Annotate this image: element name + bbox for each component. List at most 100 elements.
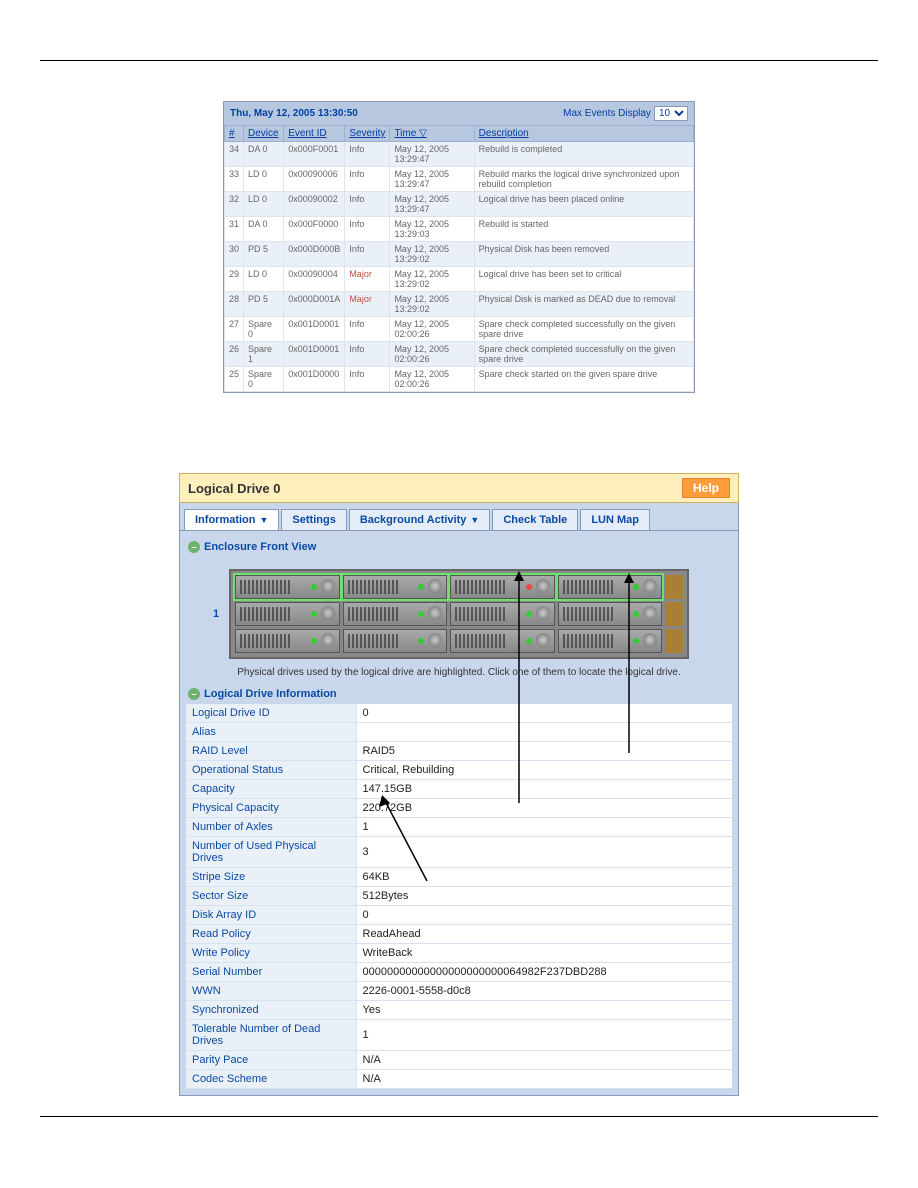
event-cell-eid: 0x001D0001 [284,317,345,342]
event-cell-dev: DA 0 [244,142,284,167]
info-value: 64KB [356,868,732,887]
drive-bay-4[interactable] [235,602,340,626]
tab-background-activity[interactable]: Background Activity ▼ [349,509,490,530]
events-col-eventid[interactable]: Event ID [284,126,345,142]
tab-lun-map-label: LUN Map [591,514,639,526]
event-cell-dev: PD 5 [244,242,284,267]
event-cell-t: May 12, 2005 02:00:26 [390,367,474,392]
info-key: Capacity [186,780,356,799]
event-cell-eid: 0x000F0000 [284,217,345,242]
info-row: Tolerable Number of Dead Drives1 [186,1020,732,1051]
drive-bay-3[interactable] [558,575,663,599]
event-cell-dev: Spare 0 [244,367,284,392]
event-cell-sev: Major [345,292,390,317]
event-cell-n: 31 [225,217,244,242]
top-divider [40,60,878,61]
event-cell-t: May 12, 2005 13:29:03 [390,217,474,242]
help-button[interactable]: Help [682,478,730,498]
event-row[interactable]: 25Spare 00x001D0000InfoMay 12, 2005 02:0… [225,367,694,392]
chassis-ear-bot [665,629,683,653]
info-key: WWN [186,982,356,1001]
info-value: 2226-0001-5558-d0c8 [356,982,732,1001]
info-value: RAID5 [356,742,732,761]
events-col-[interactable]: # [225,126,244,142]
event-cell-dev: DA 0 [244,217,284,242]
event-cell-n: 32 [225,192,244,217]
event-cell-desc: Rebuild is started [474,217,693,242]
info-key: Operational Status [186,761,356,780]
event-row[interactable]: 27Spare 00x001D0001InfoMay 12, 2005 02:0… [225,317,694,342]
drive-bay-5[interactable] [343,602,448,626]
event-row[interactable]: 30PD 50x000D000BInfoMay 12, 2005 13:29:0… [225,242,694,267]
events-col-device[interactable]: Device [244,126,284,142]
events-col-severity[interactable]: Severity [345,126,390,142]
drive-bay-9[interactable] [343,629,448,653]
drive-bay-10[interactable] [450,629,555,653]
event-row[interactable]: 34DA 00x000F0001InfoMay 12, 2005 13:29:4… [225,142,694,167]
info-row: Codec SchemeN/A [186,1070,732,1089]
info-key: Serial Number [186,963,356,982]
event-cell-n: 29 [225,267,244,292]
drive-bay-0[interactable] [235,575,340,599]
event-row[interactable]: 26Spare 10x001D0001InfoMay 12, 2005 02:0… [225,342,694,367]
drive-bay-1[interactable] [343,575,448,599]
event-cell-t: May 12, 2005 13:29:47 [390,192,474,217]
event-cell-dev: Spare 0 [244,317,284,342]
event-row[interactable]: 32LD 00x00090002InfoMay 12, 2005 13:29:4… [225,192,694,217]
event-cell-t: May 12, 2005 13:29:47 [390,142,474,167]
collapse-icon: – [188,688,200,700]
info-value: Yes [356,1001,732,1020]
events-table: #DeviceEvent IDSeverityTime ▽Description… [224,125,694,392]
tab-settings-label: Settings [292,514,335,526]
info-value: 3 [356,837,732,868]
event-row[interactable]: 28PD 50x000D001AMajorMay 12, 2005 13:29:… [225,292,694,317]
drive-bay-8[interactable] [235,629,340,653]
enclosure-index: 1 [213,608,219,620]
tab-check-table[interactable]: Check Table [492,509,578,530]
info-key: Physical Capacity [186,799,356,818]
tab-settings[interactable]: Settings [281,509,346,530]
info-key: Stripe Size [186,868,356,887]
info-key: Tolerable Number of Dead Drives [186,1020,356,1051]
event-cell-eid: 0x00090004 [284,267,345,292]
info-value: 1 [356,818,732,837]
event-cell-sev: Info [345,342,390,367]
info-key: Codec Scheme [186,1070,356,1089]
enclosure-section-title: Enclosure Front View [204,541,316,553]
max-events-group: Max Events Display 10 [563,106,688,121]
event-cell-desc: Spare check completed successfully on th… [474,342,693,367]
tab-information[interactable]: Information ▼ [184,509,279,530]
info-value: 147.15GB [356,780,732,799]
enclosure-section-header[interactable]: – Enclosure Front View [186,537,732,557]
info-value: 220.72GB [356,799,732,818]
drive-bay-7[interactable] [558,602,663,626]
event-cell-n: 34 [225,142,244,167]
events-col-time[interactable]: Time ▽ [390,126,474,142]
drive-bay-2[interactable] [450,575,555,599]
event-cell-t: May 12, 2005 02:00:26 [390,317,474,342]
tab-check-table-label: Check Table [503,514,567,526]
drive-bay-6[interactable] [450,602,555,626]
info-value: N/A [356,1070,732,1089]
info-key: Number of Axles [186,818,356,837]
event-row[interactable]: 29LD 00x00090004MajorMay 12, 2005 13:29:… [225,267,694,292]
info-section-header[interactable]: – Logical Drive Information [186,684,732,704]
event-cell-desc: Rebuild is completed [474,142,693,167]
event-cell-dev: LD 0 [244,167,284,192]
info-key: Number of Used Physical Drives [186,837,356,868]
events-panel-header: Thu, May 12, 2005 13:30:50 Max Events Di… [224,102,694,125]
chassis-ear-mid [665,602,683,626]
max-events-select[interactable]: 10 [654,106,688,121]
events-col-description[interactable]: Description [474,126,693,142]
bottom-divider [40,1116,878,1117]
tab-lun-map[interactable]: LUN Map [580,509,650,530]
drive-bay-11[interactable] [558,629,663,653]
event-row[interactable]: 31DA 00x000F0000InfoMay 12, 2005 13:29:0… [225,217,694,242]
event-row[interactable]: 33LD 00x00090006InfoMay 12, 2005 13:29:4… [225,167,694,192]
event-cell-eid: 0x000D001A [284,292,345,317]
tab-bar: Information ▼ Settings Background Activi… [179,503,739,531]
events-panel: Thu, May 12, 2005 13:30:50 Max Events Di… [223,101,695,393]
panel-title: Logical Drive 0 [188,481,280,496]
event-cell-desc: Logical drive has been placed online [474,192,693,217]
info-key: Alias [186,723,356,742]
